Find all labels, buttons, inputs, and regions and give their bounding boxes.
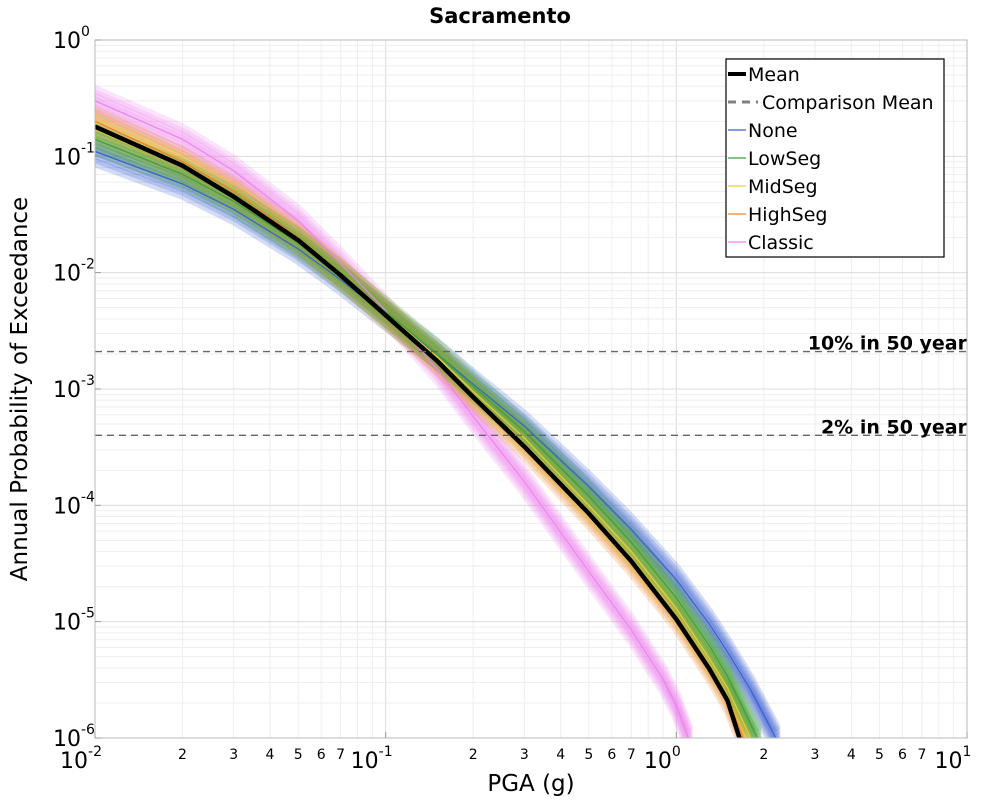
band-curve-midseg <box>95 113 755 732</box>
y-axis-ticks: 100 10-1 10-2 10-3 10-4 10-5 10-6 <box>53 24 101 752</box>
x-minor-tick-label: 6 <box>317 747 326 763</box>
y-tick-label: 10-2 <box>53 257 95 287</box>
legend-label: None <box>748 120 798 142</box>
band-curve-classic <box>95 107 689 738</box>
band-curve-none <box>95 158 776 738</box>
x-tick-label: 101 <box>935 744 972 774</box>
x-minor-tick-label: 3 <box>811 747 820 763</box>
legend-item-mean: Mean <box>728 64 800 86</box>
band-curve-lowseg <box>95 127 762 736</box>
band-curve-lowseg <box>95 134 762 738</box>
band-curve-none <box>95 150 780 738</box>
legend-label: Comparison Mean <box>762 92 934 114</box>
band-curve-none <box>95 154 778 738</box>
grid <box>94 40 967 739</box>
legend: Mean Comparison Mean None LowSeg MidSeg HighS… <box>725 58 945 258</box>
legend-label: Classic <box>748 232 814 254</box>
x-minor-tick-label: 3 <box>229 747 238 763</box>
reference-lines: 10% in 50 year 2% in 50 year <box>95 333 968 438</box>
y-tick-label: 10-1 <box>53 140 95 170</box>
x-minor-tick-label: 5 <box>875 747 884 763</box>
series-line-mean <box>95 124 742 738</box>
x-minor-tick-label: 2 <box>178 747 187 763</box>
x-minor-tick-label: 6 <box>607 747 616 763</box>
y-axis-label: Annual Probability of Exceedance <box>7 197 33 581</box>
x-minor-tick-label: 4 <box>847 747 856 763</box>
x-minor-tick-label: 6 <box>898 747 907 763</box>
x-minor-tick-label: 5 <box>584 747 593 763</box>
legend-box <box>725 58 945 258</box>
x-minor-tick-label: 2 <box>759 747 768 763</box>
x-minor-tick-label: 7 <box>336 747 345 763</box>
x-minor-tick-label: 4 <box>556 747 565 763</box>
legend-label: MidSeg <box>748 176 818 198</box>
band-curve-lowseg <box>95 138 761 738</box>
reference-line-label: 10% in 50 year <box>808 333 968 355</box>
x-tick-label: 10-1 <box>351 744 393 774</box>
x-axis-label: PGA (g) <box>487 771 574 797</box>
band-curve-none <box>95 135 781 732</box>
chart-title: Sacramento <box>429 4 571 28</box>
series-line-classic <box>95 100 689 738</box>
band-curve-highseg <box>95 128 744 738</box>
x-minor-tick-label: 7 <box>918 747 927 763</box>
y-tick-label: 10-3 <box>53 373 95 403</box>
band-curve-classic <box>95 89 693 736</box>
series-line-lowseg <box>95 138 758 738</box>
band-curve-none <box>95 143 781 738</box>
legend-item-midseg: MidSeg <box>728 176 818 198</box>
band-none <box>95 135 781 738</box>
legend-label: Mean <box>748 64 800 86</box>
series-line-none <box>95 150 777 738</box>
x-minor-tick-label: 4 <box>266 747 275 763</box>
y-tick-label: 10-5 <box>53 606 95 636</box>
band-curve-lowseg <box>95 123 762 732</box>
x-minor-tick-label: 5 <box>294 747 303 763</box>
reference-line-label: 2% in 50 year <box>821 416 968 438</box>
band-curve-none <box>95 147 781 738</box>
legend-item-classic: Classic <box>728 232 814 254</box>
x-minor-tick-label: 2 <box>469 747 478 763</box>
x-tick-label: 100 <box>644 744 681 774</box>
legend-item-lowseg: LowSeg <box>728 148 821 170</box>
y-tick-label: 10-6 <box>53 722 95 752</box>
legend-item-none: None <box>728 120 798 142</box>
legend-label: LowSeg <box>748 148 821 170</box>
legend-item-highseg: HighSeg <box>728 204 827 226</box>
x-minor-tick-label: 3 <box>520 747 529 763</box>
legend-label: HighSeg <box>748 204 827 226</box>
band-curve-highseg <box>95 109 748 736</box>
band-curve-none <box>95 140 781 736</box>
x-minor-tick-label: 7 <box>627 747 636 763</box>
y-tick-label: 100 <box>53 24 90 54</box>
band-curve-midseg <box>95 121 755 738</box>
y-tick-label: 10-4 <box>53 489 95 519</box>
band-curve-classic <box>95 103 691 738</box>
legend-item-comparison-mean: Comparison Mean <box>728 92 934 114</box>
x-tick-label: 10-2 <box>60 744 102 774</box>
band-curve-classic <box>95 92 693 738</box>
band-curve-classic <box>95 99 693 738</box>
series-lines <box>95 100 777 738</box>
curve-bands <box>95 85 781 738</box>
